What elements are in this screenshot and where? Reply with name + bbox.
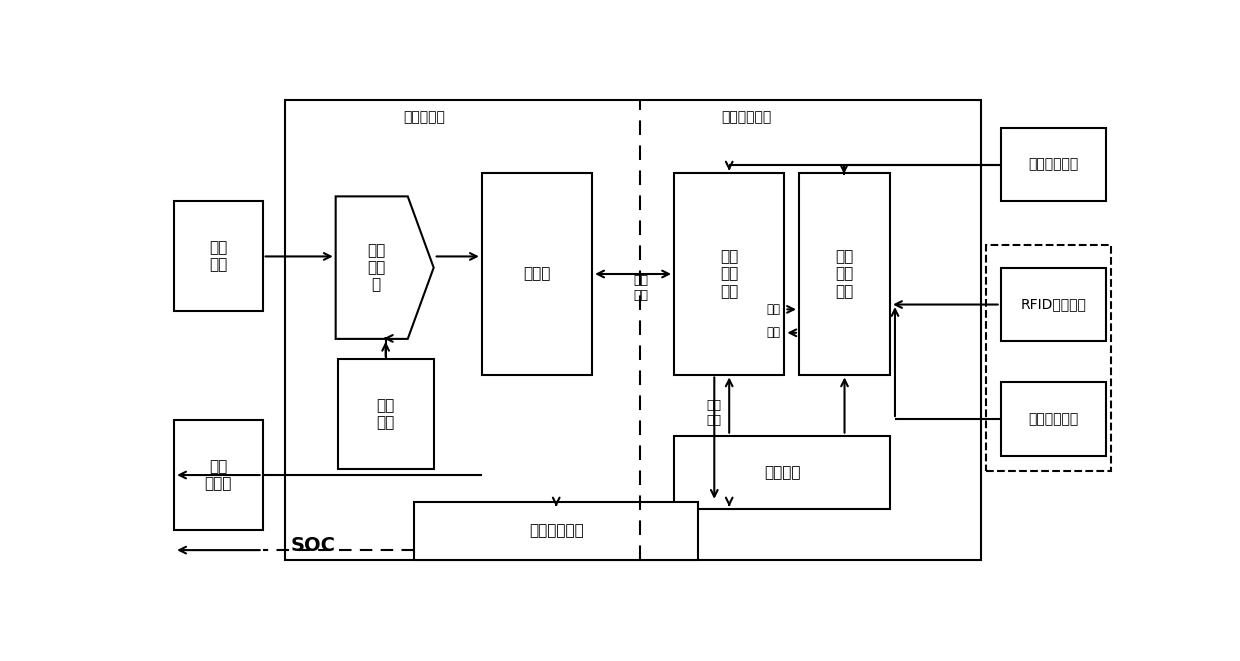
Text: 唤醒
逻辑
电路: 唤醒 逻辑 电路 [720,249,738,299]
Text: 触摸按键电路: 触摸按键电路 [1028,412,1079,426]
Text: 控制: 控制 [766,303,780,316]
Bar [174,420,263,529]
Bar [481,173,593,375]
Bar [1001,128,1106,202]
Text: 通信
端口: 通信 端口 [634,274,649,302]
Bar [675,173,785,375]
Text: 唤醒: 唤醒 [766,327,780,339]
Text: 高频
环振: 高频 环振 [377,398,394,430]
Text: SOC: SOC [291,535,336,555]
Text: RFID天线电路: RFID天线电路 [1021,297,1086,311]
Text: 低频时钟: 低频时钟 [764,465,800,480]
Text: 外部
存储器: 外部 存储器 [205,459,232,491]
Text: 控制
信号: 控制 信号 [707,399,722,427]
Text: 可掉电区域: 可掉电区域 [403,110,445,124]
Text: 其他唤醒电路: 其他唤醒电路 [1028,157,1079,172]
Bar [799,173,890,375]
Polygon shape [336,196,434,339]
Text: 主电路: 主电路 [523,266,551,282]
Text: 电源管理电路: 电源管理电路 [528,524,584,539]
Text: 不可掉电区域: 不可掉电区域 [720,110,771,124]
Text: 时钟
选择
器: 时钟 选择 器 [367,243,386,293]
Text: 定时
探测
电路: 定时 探测 电路 [836,249,853,299]
Text: 外部
晶振: 外部 晶振 [210,240,228,272]
Bar [1001,382,1106,456]
Bar [675,436,890,510]
Bar [414,502,698,561]
Bar [1001,268,1106,342]
Bar [174,202,263,311]
Bar [285,100,982,561]
Bar [986,245,1111,471]
Bar [337,360,434,469]
